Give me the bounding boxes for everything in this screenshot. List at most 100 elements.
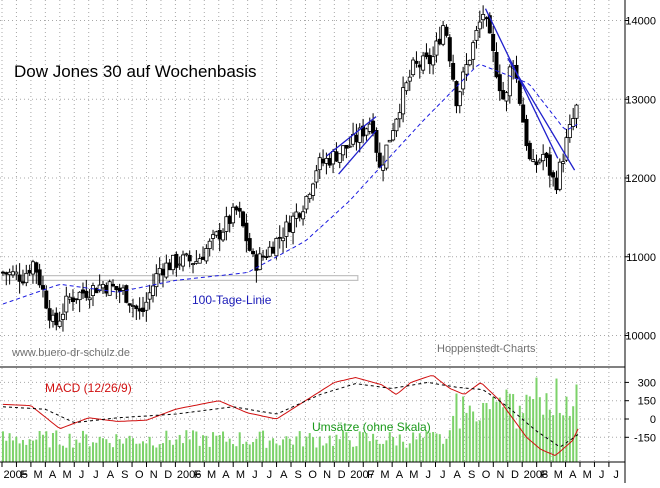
month-tick-label: J — [426, 469, 432, 481]
volume-bar — [108, 442, 111, 462]
candle-body — [354, 134, 359, 143]
volume-bar — [165, 430, 168, 462]
month-tick-label: D — [338, 469, 346, 481]
volume-bar — [262, 430, 265, 462]
volume-bar — [125, 438, 128, 462]
volume-bar — [312, 437, 315, 462]
candle-body — [311, 183, 316, 196]
candle-body — [161, 268, 166, 276]
candle-body — [20, 281, 25, 284]
volume-bar — [278, 445, 281, 462]
candle-body — [264, 256, 269, 258]
candle-body — [87, 297, 92, 301]
volume-bar — [242, 443, 245, 462]
month-tick-label: A — [396, 469, 404, 481]
volume-bar — [78, 442, 81, 462]
candle-body — [237, 208, 242, 212]
candle-body — [181, 254, 186, 267]
volume-bar — [555, 378, 558, 462]
candle-body — [257, 253, 262, 271]
candle-body — [411, 59, 416, 76]
volume-bar — [542, 414, 545, 462]
candle-body — [377, 152, 382, 168]
volume-bar — [332, 445, 335, 462]
volume-bar — [575, 384, 578, 462]
candle-body — [44, 290, 49, 309]
month-tick-label: J — [252, 469, 258, 481]
volume-bar — [472, 411, 475, 462]
candle-body — [531, 159, 536, 162]
volume-bar — [21, 439, 24, 462]
volume-bar — [572, 406, 575, 462]
candle-body — [551, 172, 556, 178]
month-tick-label: 2005 — [3, 469, 27, 481]
month-tick-label: A — [107, 469, 115, 481]
candle-body — [547, 154, 552, 176]
candle-body — [267, 246, 272, 257]
volume-bar — [538, 397, 541, 462]
month-tick-label: J — [267, 469, 273, 481]
volume-bar — [382, 443, 385, 462]
month-tick-label: N — [497, 469, 505, 481]
month-tick-label: S — [121, 469, 128, 481]
volume-bar — [18, 443, 21, 462]
candle-body — [417, 64, 422, 68]
month-tick-label: S — [295, 469, 302, 481]
candle-body — [117, 287, 122, 292]
volume-bar — [308, 433, 311, 462]
candle-body — [347, 145, 352, 148]
volume-bar — [31, 440, 34, 462]
volume-bar — [552, 415, 555, 462]
volume-bar — [222, 431, 225, 462]
volume-bar — [408, 443, 411, 462]
volume-bar — [51, 433, 54, 462]
volume-bar — [105, 439, 108, 462]
candle-body — [124, 285, 129, 303]
month-tick-label: O — [308, 469, 317, 481]
volume-bar — [215, 435, 218, 462]
candle-body — [104, 284, 109, 294]
volume-bar — [118, 439, 121, 462]
volume-bar — [388, 432, 391, 462]
volume-bar — [8, 433, 11, 462]
volume-bar — [435, 433, 438, 462]
candle-body — [141, 307, 146, 312]
candle-body — [307, 193, 312, 200]
candle-body — [524, 118, 529, 147]
candle-body — [394, 118, 399, 132]
month-tick-label: J — [93, 469, 99, 481]
volume-bar — [71, 447, 74, 462]
volume-bar — [338, 439, 341, 462]
volume-bar — [365, 433, 368, 462]
support-zone-layer — [1, 275, 359, 281]
volume-bar — [322, 445, 325, 462]
candle-body — [401, 87, 406, 115]
month-tick-label: M — [554, 469, 563, 481]
moving-average-layer — [2, 63, 578, 305]
volume-bar — [235, 446, 238, 462]
moving-average-line — [2, 63, 578, 305]
candle-body — [64, 295, 69, 313]
candle-body — [0, 271, 5, 274]
volume-bar — [142, 441, 145, 462]
candle-body — [271, 246, 276, 254]
volume-bar — [298, 431, 301, 462]
trend-line — [507, 57, 576, 171]
moving-average-label: 100-Tage-Linie — [192, 293, 272, 307]
month-tick-label: O — [135, 469, 144, 481]
candle-body — [324, 157, 329, 164]
volume-bar — [155, 447, 158, 462]
month-tick-label: M — [62, 469, 71, 481]
candle-body — [171, 254, 176, 271]
volume-bar — [111, 447, 114, 462]
candle-body — [204, 248, 209, 262]
volume-bar — [372, 433, 375, 462]
volume-bar — [172, 444, 175, 462]
candle-body — [451, 62, 456, 80]
trend-line-layer — [326, 8, 576, 175]
candle-body — [304, 195, 309, 210]
volume-bar — [448, 430, 451, 462]
candle-body — [441, 25, 446, 45]
volume-bar — [68, 433, 71, 462]
